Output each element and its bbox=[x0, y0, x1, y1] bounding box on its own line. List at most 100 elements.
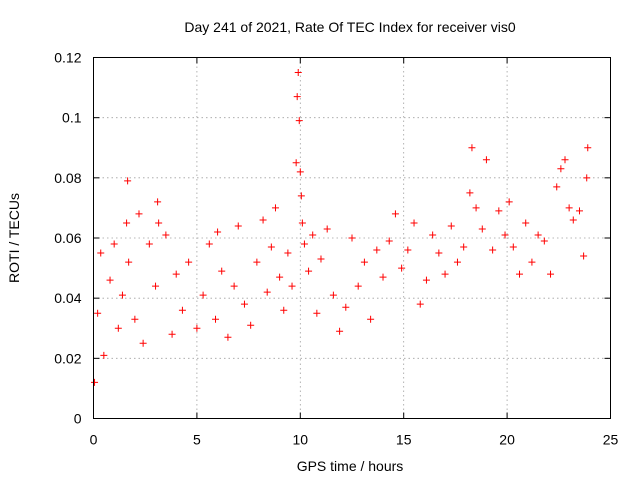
data-point bbox=[145, 240, 153, 248]
data-point bbox=[293, 93, 301, 101]
chart-title: Day 241 of 2021, Rate Of TEC Index for r… bbox=[184, 19, 515, 35]
data-point bbox=[240, 300, 248, 308]
data-point bbox=[367, 315, 375, 323]
grid-lines bbox=[93, 57, 611, 419]
x-tick-label: 10 bbox=[293, 432, 309, 448]
data-point bbox=[398, 264, 406, 272]
data-point bbox=[214, 228, 222, 236]
data-point bbox=[516, 270, 524, 278]
y-tick-label: 0.12 bbox=[54, 50, 81, 66]
data-point bbox=[224, 333, 232, 341]
data-point bbox=[280, 306, 288, 314]
data-point bbox=[300, 240, 308, 248]
data-point bbox=[131, 315, 139, 323]
data-point bbox=[482, 156, 490, 164]
data-point bbox=[429, 231, 437, 239]
data-point bbox=[565, 204, 573, 212]
data-point bbox=[348, 234, 356, 242]
data-point bbox=[118, 291, 126, 299]
data-point bbox=[489, 246, 497, 254]
x-axis-label: GPS time / hours bbox=[297, 458, 404, 474]
data-point bbox=[447, 222, 455, 230]
data-point bbox=[416, 300, 424, 308]
y-tick-label: 0.08 bbox=[54, 170, 81, 186]
y-tick-label: 0.06 bbox=[54, 230, 81, 246]
data-point bbox=[218, 267, 226, 275]
data-point bbox=[557, 165, 565, 173]
data-point bbox=[584, 144, 592, 152]
data-point bbox=[193, 324, 201, 332]
data-point bbox=[271, 204, 279, 212]
data-point bbox=[385, 237, 393, 245]
data-point bbox=[309, 231, 317, 239]
x-tick-label: 0 bbox=[90, 432, 98, 448]
data-point bbox=[276, 273, 284, 281]
data-point bbox=[155, 219, 163, 227]
y-axis-label: ROTI / TECUs bbox=[6, 193, 22, 283]
data-points bbox=[91, 69, 592, 386]
data-point bbox=[509, 243, 517, 251]
data-point bbox=[267, 243, 275, 251]
data-point bbox=[178, 306, 186, 314]
data-point bbox=[534, 231, 542, 239]
data-point bbox=[91, 378, 99, 386]
data-point bbox=[295, 117, 303, 125]
data-point bbox=[313, 309, 321, 317]
data-point bbox=[205, 240, 213, 248]
data-point bbox=[94, 309, 102, 317]
data-point bbox=[135, 210, 143, 218]
data-point bbox=[185, 258, 193, 266]
data-point bbox=[466, 189, 474, 197]
data-point bbox=[583, 174, 591, 182]
data-point bbox=[522, 219, 530, 227]
data-point bbox=[296, 168, 304, 176]
data-point bbox=[435, 249, 443, 257]
data-point bbox=[97, 249, 105, 257]
data-point bbox=[501, 231, 509, 239]
data-point bbox=[263, 288, 271, 296]
x-tick-label: 25 bbox=[603, 432, 619, 448]
data-point bbox=[575, 207, 583, 215]
data-point bbox=[284, 249, 292, 257]
data-point bbox=[298, 219, 306, 227]
data-point bbox=[404, 246, 412, 254]
data-point bbox=[114, 324, 122, 332]
data-point bbox=[125, 258, 133, 266]
data-point bbox=[441, 270, 449, 278]
data-point bbox=[259, 216, 267, 224]
data-point bbox=[360, 258, 368, 266]
data-point bbox=[422, 276, 430, 284]
data-point bbox=[478, 225, 486, 233]
data-point bbox=[106, 276, 114, 284]
data-point bbox=[323, 225, 331, 233]
data-point bbox=[288, 282, 296, 290]
data-point bbox=[124, 177, 132, 185]
data-point bbox=[212, 315, 220, 323]
data-point bbox=[472, 204, 480, 212]
data-point bbox=[123, 219, 131, 227]
y-tick-label: 0.1 bbox=[62, 110, 82, 126]
data-point bbox=[294, 69, 302, 77]
data-point bbox=[495, 207, 503, 215]
y-tick-label: 0.04 bbox=[54, 290, 81, 306]
x-tick-label: 15 bbox=[396, 432, 412, 448]
plot-frame bbox=[93, 57, 611, 419]
y-tick-label: 0.02 bbox=[54, 350, 81, 366]
axis-ticks: 0 0.02 0.04 0.06 0.08 0.1 0.12 0 5 10 15 20 25 bbox=[54, 50, 618, 448]
data-point bbox=[234, 222, 242, 230]
data-point bbox=[305, 267, 313, 275]
data-point bbox=[342, 303, 350, 311]
x-tick-label: 5 bbox=[193, 432, 201, 448]
data-point bbox=[547, 270, 555, 278]
data-point bbox=[528, 258, 536, 266]
data-point bbox=[292, 159, 300, 167]
data-point bbox=[569, 216, 577, 224]
data-point bbox=[199, 291, 207, 299]
data-point bbox=[317, 255, 325, 263]
data-point bbox=[373, 246, 381, 254]
data-point bbox=[139, 339, 147, 347]
data-point bbox=[247, 321, 255, 329]
data-point bbox=[505, 198, 513, 206]
data-point bbox=[460, 243, 468, 251]
data-point bbox=[110, 240, 118, 248]
